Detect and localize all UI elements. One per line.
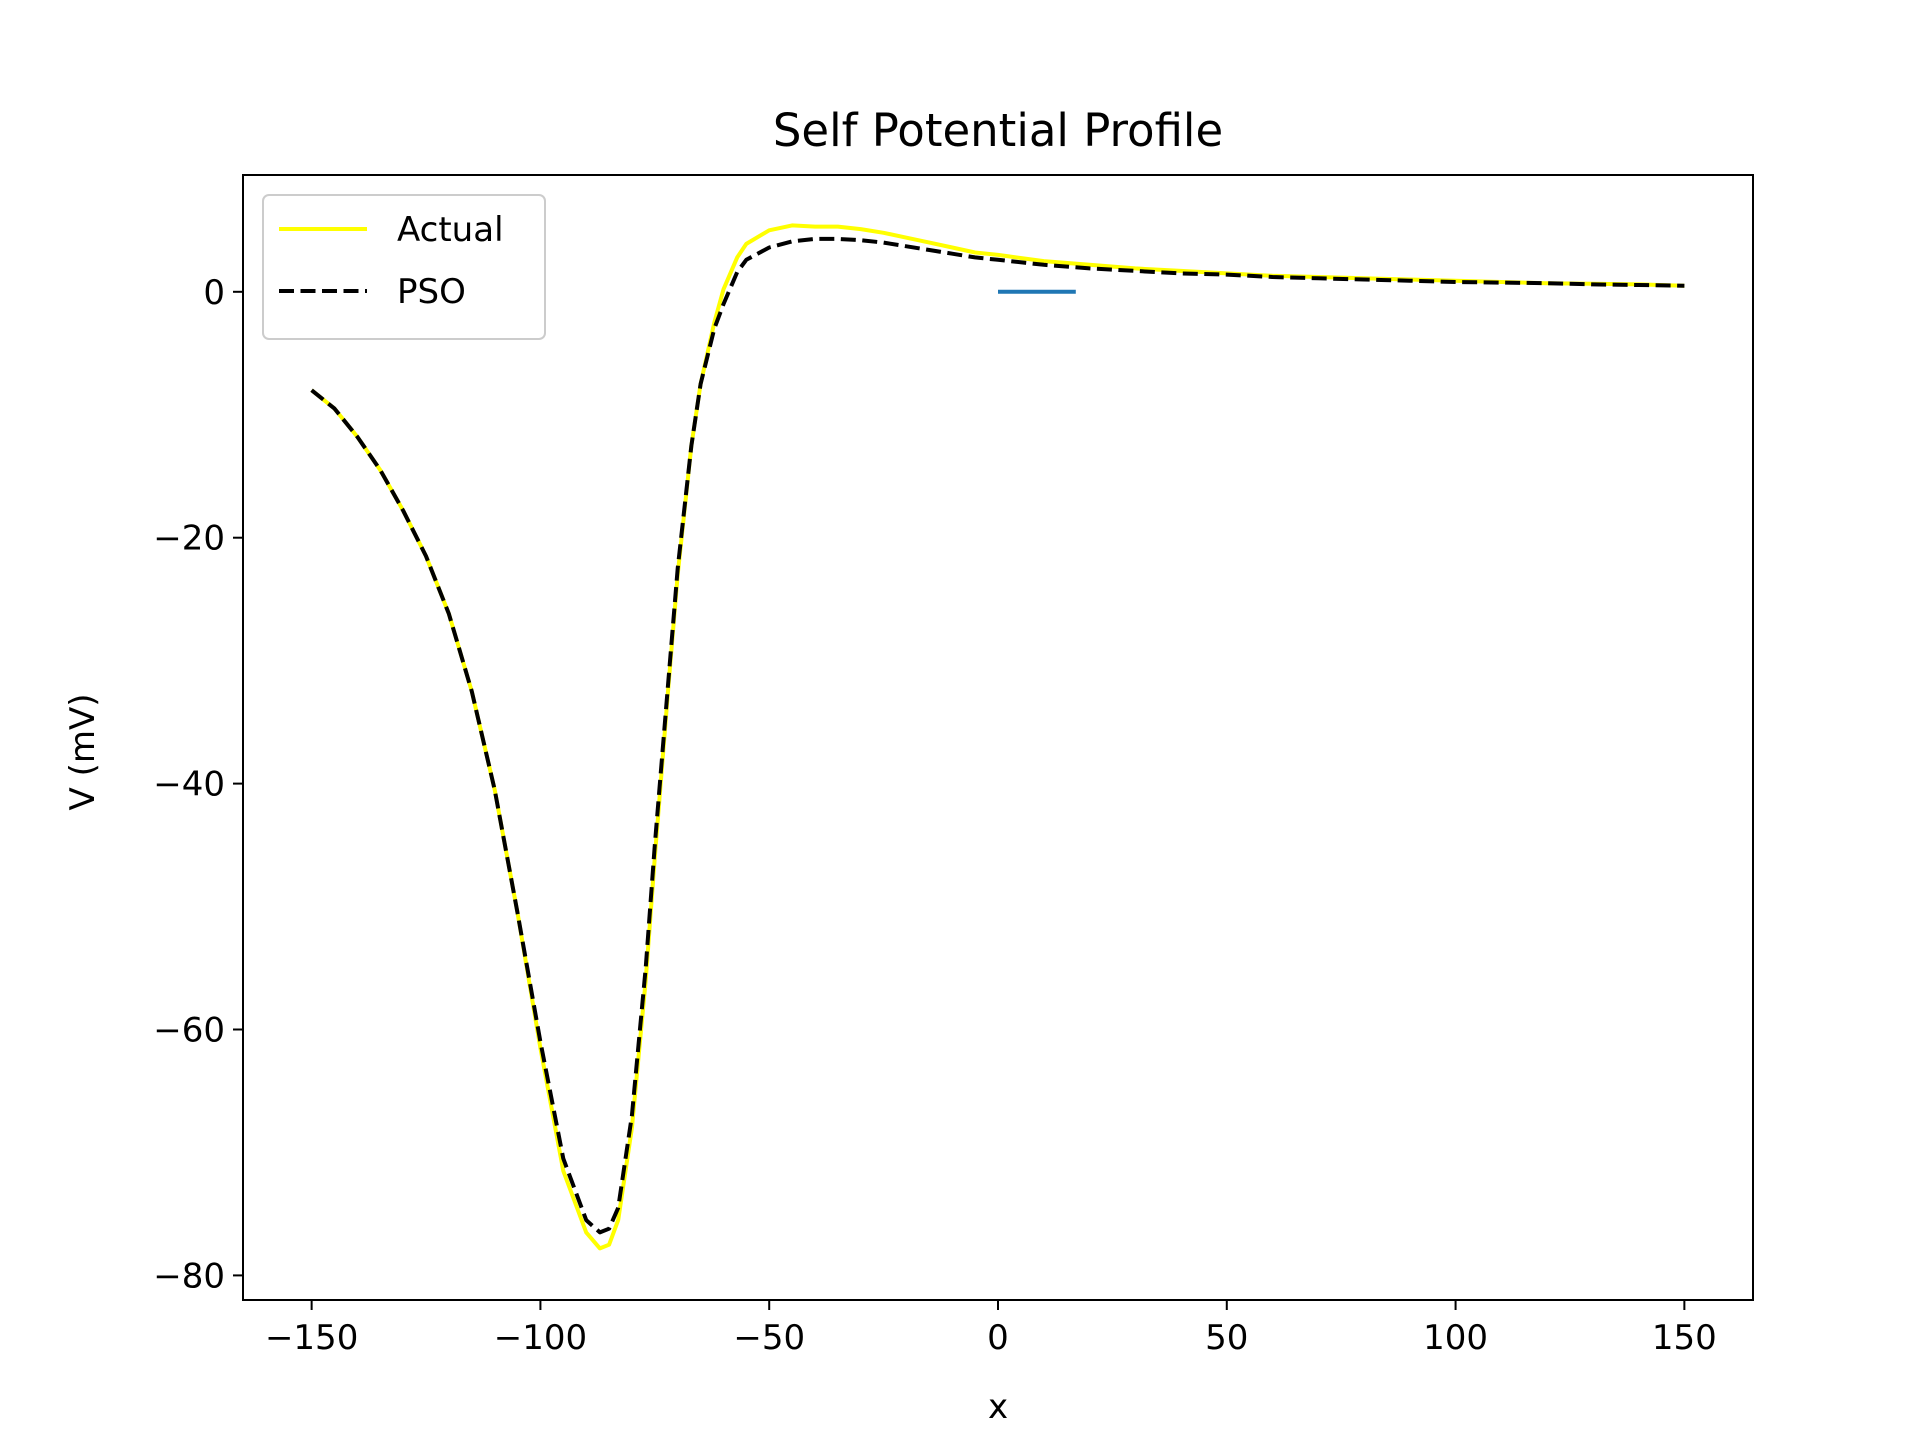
series-line-pso bbox=[310, 236, 1685, 1235]
x-tick-label: 50 bbox=[1205, 1318, 1248, 1358]
y-tick-label: −80 bbox=[153, 1256, 225, 1296]
y-tick-label: −40 bbox=[153, 765, 225, 805]
x-axis-ticks: −150 −100 −50 0 50 100 150 bbox=[265, 1300, 1717, 1358]
x-tick-label: −150 bbox=[265, 1318, 358, 1358]
legend-label-actual: Actual bbox=[397, 210, 504, 250]
chart-title: Self Potential Profile bbox=[773, 104, 1223, 157]
y-axis-ticks: 0 −20 −40 −60 −80 bbox=[153, 273, 243, 1296]
x-tick-label: 150 bbox=[1652, 1318, 1717, 1358]
y-tick-label: −20 bbox=[153, 519, 225, 559]
y-tick-label: −60 bbox=[153, 1011, 225, 1051]
x-tick-label: 0 bbox=[987, 1318, 1009, 1358]
x-axis-label: x bbox=[988, 1387, 1008, 1427]
legend: Actual PSO bbox=[262, 194, 546, 340]
x-tick-label: −100 bbox=[494, 1318, 587, 1358]
x-tick-label: 100 bbox=[1423, 1318, 1488, 1358]
legend-label-pso: PSO bbox=[397, 272, 466, 312]
y-tick-label: 0 bbox=[203, 273, 225, 313]
y-axis-label: V (mV) bbox=[63, 694, 103, 811]
x-tick-label: −50 bbox=[733, 1318, 805, 1358]
series-layer bbox=[310, 223, 1685, 1251]
